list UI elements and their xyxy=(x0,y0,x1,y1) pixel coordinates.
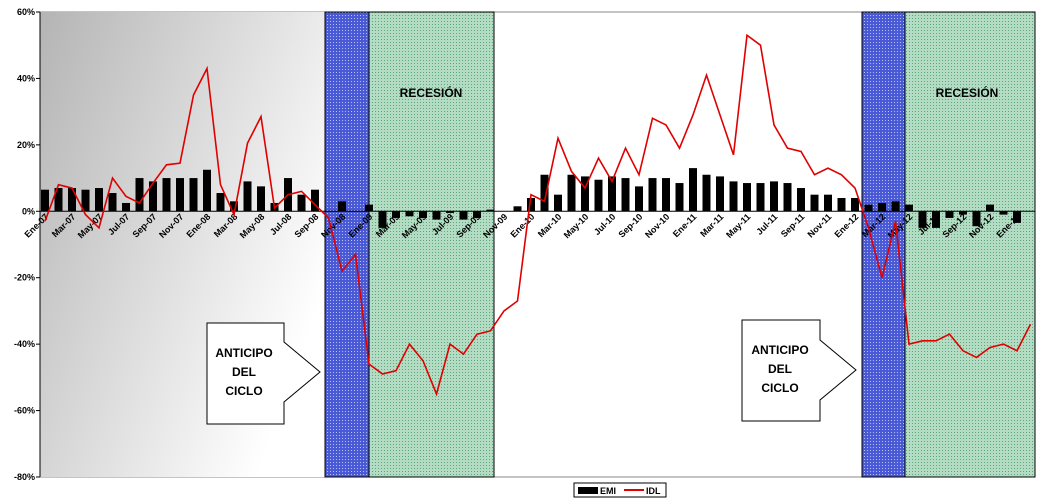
annotation: DEL xyxy=(232,365,256,379)
annotation: CICLO xyxy=(225,384,262,398)
bar xyxy=(837,198,846,212)
bar xyxy=(176,178,184,212)
bar xyxy=(783,183,792,212)
bar xyxy=(297,194,306,212)
bar xyxy=(608,176,616,212)
bar xyxy=(419,211,427,218)
annotation: CICLO xyxy=(761,381,798,395)
bar xyxy=(918,211,927,228)
y-tick-label: -80% xyxy=(14,472,35,482)
annotation: DEL xyxy=(768,362,792,376)
bar xyxy=(716,176,724,212)
bar xyxy=(243,181,252,212)
bar xyxy=(986,204,994,212)
y-tick-label: -20% xyxy=(14,273,35,283)
legend-swatch xyxy=(578,487,598,494)
bar xyxy=(81,189,90,212)
y-tick-label: 20% xyxy=(17,140,35,150)
legend-label: EMI xyxy=(600,486,616,496)
bar xyxy=(365,204,373,212)
bar xyxy=(95,188,103,212)
bar xyxy=(338,201,346,212)
y-tick-label: 40% xyxy=(17,73,35,83)
bar xyxy=(41,189,49,212)
bar xyxy=(878,202,886,212)
bar xyxy=(662,178,670,212)
arrow-box xyxy=(741,319,857,422)
bar xyxy=(810,194,819,212)
y-tick-label: -40% xyxy=(14,339,35,349)
y-tick-label: 60% xyxy=(17,7,35,17)
bar xyxy=(446,211,454,213)
bar xyxy=(770,181,778,212)
bar xyxy=(473,211,481,218)
bar xyxy=(1013,211,1021,223)
bar xyxy=(527,198,535,212)
bar xyxy=(513,206,522,212)
bar xyxy=(581,176,589,212)
bar xyxy=(999,211,1008,215)
y-tick-label: -60% xyxy=(14,406,35,416)
bar xyxy=(189,178,198,212)
bar xyxy=(540,174,549,212)
annotation: RECESIÓN xyxy=(936,85,999,100)
bar xyxy=(675,183,684,212)
bar xyxy=(486,209,495,212)
line xyxy=(44,33,1032,397)
bar xyxy=(635,186,643,212)
bar xyxy=(689,168,697,212)
bar xyxy=(621,178,630,212)
bar xyxy=(378,211,387,228)
recession-band xyxy=(368,11,495,478)
arrow-box xyxy=(206,322,321,425)
bar xyxy=(203,169,211,212)
bar xyxy=(149,181,157,212)
bar xyxy=(135,178,144,212)
bar xyxy=(122,202,130,212)
bar xyxy=(567,174,576,212)
bar xyxy=(797,188,805,212)
annotation: ANTICIPO xyxy=(215,346,272,360)
bar xyxy=(702,174,711,212)
annotation: RECESIÓN xyxy=(400,85,463,100)
bar xyxy=(216,193,225,212)
bar xyxy=(459,211,468,220)
bar xyxy=(594,179,603,212)
bar xyxy=(932,211,940,228)
bar xyxy=(851,198,859,212)
anticipation-band xyxy=(324,11,370,478)
bar xyxy=(864,204,873,212)
bar xyxy=(257,186,265,212)
bar xyxy=(554,194,562,212)
bar xyxy=(905,204,913,212)
bar xyxy=(68,188,76,212)
bar xyxy=(405,211,414,217)
recession-band xyxy=(904,11,1036,478)
bar xyxy=(743,183,751,212)
bar xyxy=(162,178,171,212)
bar xyxy=(648,178,657,212)
bar xyxy=(311,189,319,212)
bar xyxy=(54,188,63,212)
bar xyxy=(432,211,441,220)
bar xyxy=(945,211,954,218)
annotation: ANTICIPO xyxy=(751,343,808,357)
bar xyxy=(392,211,400,218)
bar xyxy=(756,183,765,212)
bar xyxy=(729,181,738,212)
bar xyxy=(959,211,967,215)
bar xyxy=(824,194,832,212)
bar xyxy=(230,201,238,212)
bar xyxy=(891,201,900,212)
bar xyxy=(972,211,981,227)
legend-label: IDL xyxy=(646,486,661,496)
y-tick-label: 0% xyxy=(22,206,35,216)
bar xyxy=(108,193,117,212)
